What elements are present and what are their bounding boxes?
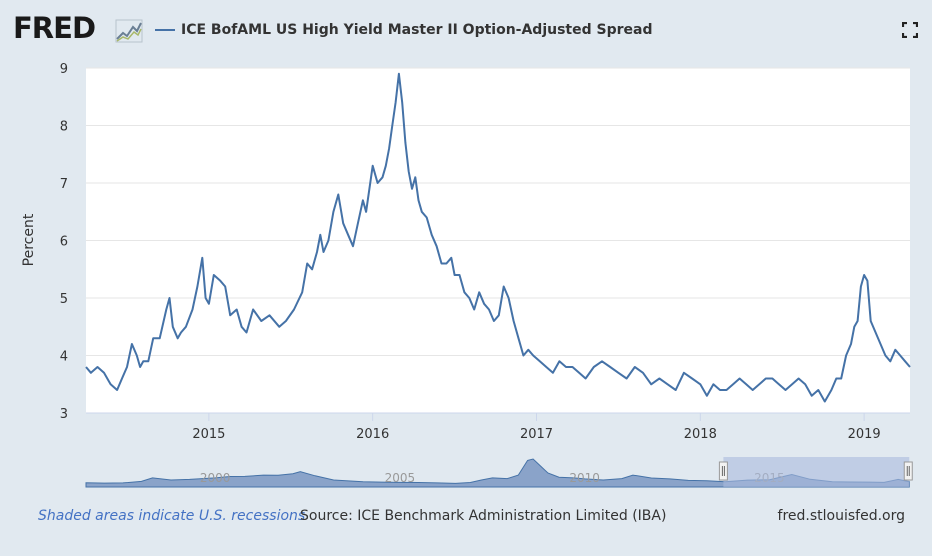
footer: Shaded areas indicate U.S. recessions So… [0, 508, 932, 530]
x-tick-label: 2015 [192, 427, 225, 442]
site-url-link[interactable]: fred.stlouisfed.org [777, 508, 905, 524]
x-tick-label: 2018 [684, 427, 717, 442]
main-chart: 3 4 5 6 7 8 9 2015 2016 2017 2018 2019 Percent 200… [21, 62, 913, 488]
y-tick-label: 4 [60, 350, 68, 365]
legend[interactable]: ICE BofAML US High Yield Master II Optio… [155, 22, 652, 38]
y-tick-label: 3 [60, 407, 68, 422]
y-tick-label: 5 [60, 292, 68, 307]
fred-logo[interactable]: FRED [13, 11, 96, 45]
navigator-handle-left[interactable] [718, 461, 728, 481]
y-tick-label: 7 [60, 177, 68, 192]
header: FRED ICE BofAML US High Yield Master II … [0, 0, 932, 62]
navigator-tick-label: 2010 [569, 471, 600, 485]
navigator-selection[interactable] [723, 457, 910, 487]
x-tick-label: 2019 [848, 427, 881, 442]
y-tick-label: 9 [60, 62, 68, 77]
navigator-tick-label: 2005 [385, 471, 416, 485]
line-graph-icon [115, 19, 143, 43]
y-tick-label: 6 [60, 235, 68, 250]
series-line [85, 72, 911, 403]
legend-swatch [155, 29, 175, 31]
x-axis-ticks [86, 412, 910, 421]
navigator-handle-right[interactable] [903, 461, 913, 481]
y-axis-labels: 3 4 5 6 7 8 9 [60, 62, 68, 422]
navigator-tick-label: 2000 [200, 471, 231, 485]
navigator-handle-grip[interactable] [903, 461, 913, 481]
x-tick-label: 2017 [520, 427, 553, 442]
y-tick-label: 8 [60, 120, 68, 135]
navigator-handle-grip[interactable] [718, 461, 728, 481]
fullscreen-icon[interactable] [902, 22, 918, 38]
navigator[interactable]: 2000200520102015 [85, 457, 913, 488]
series-title: ICE BofAML US High Yield Master II Optio… [181, 22, 653, 38]
x-tick-label: 2016 [356, 427, 389, 442]
recession-note-link[interactable]: Shaded areas indicate U.S. recessions [38, 508, 306, 524]
y-axis-title: Percent [21, 213, 37, 266]
source-text: Source: ICE Benchmark Administration Lim… [300, 508, 667, 524]
x-axis-labels: 2015 2016 2017 2018 2019 [192, 427, 880, 442]
